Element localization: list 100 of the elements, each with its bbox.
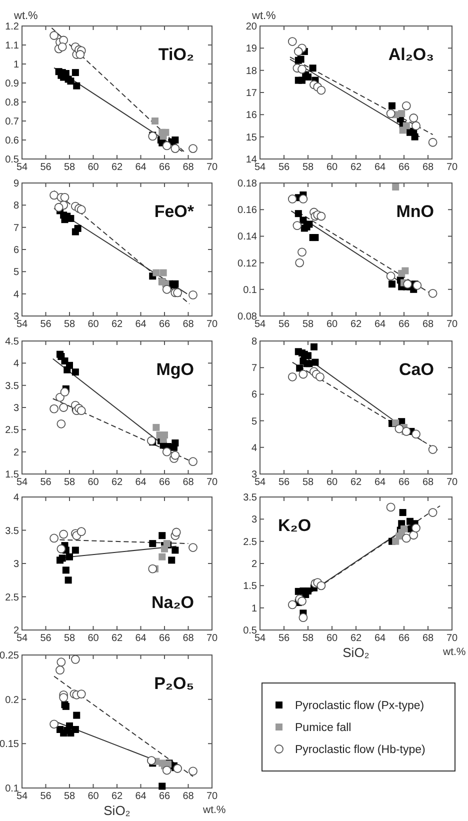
x-tick-label: 54 xyxy=(16,477,28,488)
x-tick-label: 66 xyxy=(158,477,170,488)
text: CaO xyxy=(399,360,434,379)
x-tick-label: 54 xyxy=(254,319,266,330)
x-tick-label: 62 xyxy=(350,477,362,488)
y-tick-label: 7 xyxy=(13,222,20,234)
y-tick-label: 4.5 xyxy=(5,336,20,348)
x-tick-label: 70 xyxy=(446,162,458,173)
x-tick-label: 64 xyxy=(135,319,147,330)
x-tick-label: 58 xyxy=(64,162,76,173)
x-tick-label: 66 xyxy=(398,633,410,644)
x-tick-label: 68 xyxy=(422,477,434,488)
y-tick-label: 0.25 xyxy=(0,650,20,662)
x-tick-label: 62 xyxy=(111,477,123,488)
x-tick-label: 70 xyxy=(206,633,218,644)
x-tick-label: 70 xyxy=(206,791,218,802)
text: wt.% xyxy=(202,804,226,816)
legend-label: Pyroclastic flow (Hb-type) xyxy=(295,744,426,756)
x-tick-label: 62 xyxy=(111,791,123,802)
x-tick-label: 62 xyxy=(350,633,362,644)
x-tick-label: 58 xyxy=(64,633,76,644)
y-tick-label: 0.16 xyxy=(238,205,258,216)
x-tick-label: 60 xyxy=(326,162,338,173)
y-tick-label: 2.5 xyxy=(243,536,258,548)
legend-label: Pumice fall xyxy=(295,722,352,734)
x-tick-label: 62 xyxy=(350,162,362,173)
y-tick-label: 0.1 xyxy=(243,284,258,296)
x-tick-label: 58 xyxy=(64,477,76,488)
y-axis-title: wt.% xyxy=(251,10,276,22)
x-tick-label: 56 xyxy=(40,477,52,488)
x-tick-label: 56 xyxy=(40,319,52,330)
y-tick-label: 0.2 xyxy=(5,694,20,706)
y-tick-label: 1 xyxy=(251,603,258,614)
x-tick-label: 64 xyxy=(135,791,147,802)
y-tick-label: 1 xyxy=(13,60,20,70)
y-tick-label: 7 xyxy=(251,363,258,374)
x-tick-label: 64 xyxy=(374,633,386,644)
x-tick-label: 56 xyxy=(40,633,52,644)
x-tick-label: 58 xyxy=(302,319,314,330)
x-tick-label: 66 xyxy=(398,477,410,488)
x-tick-label: 60 xyxy=(326,633,338,644)
x-tick-label: 58 xyxy=(302,633,314,644)
x-tick-label: 66 xyxy=(158,791,170,802)
y-tick-label: 8 xyxy=(251,336,258,348)
x-tick-label: 58 xyxy=(64,319,76,330)
x-tick-label: 60 xyxy=(326,319,338,330)
x-tick-label: 68 xyxy=(182,319,194,330)
y-tick-label: 18 xyxy=(246,66,258,77)
y-tick-label: 15 xyxy=(246,132,258,144)
x-tick-label: 60 xyxy=(88,319,100,330)
y-tick-label: 8 xyxy=(13,200,20,212)
y-tick-label: 0.8 xyxy=(5,98,20,108)
x-tick-label: 70 xyxy=(206,162,218,173)
y-tick-label: 0.18 xyxy=(238,178,258,190)
x-tick-label: 68 xyxy=(422,162,434,173)
x-tick-label: 54 xyxy=(16,791,28,802)
y-tick-label: 2 xyxy=(13,447,20,458)
x-tick-label: 54 xyxy=(16,633,28,644)
text: Na₂O xyxy=(151,593,194,612)
x-tick-label: 58 xyxy=(302,162,314,173)
y-tick-label: 3.5 xyxy=(5,380,20,392)
x-tick-label: 62 xyxy=(350,319,362,330)
x-tick-label: 54 xyxy=(16,319,28,330)
x-tick-label: 68 xyxy=(182,633,194,644)
y-tick-label: 0.14 xyxy=(238,232,258,243)
x-tick-label: 68 xyxy=(182,791,194,802)
x-tick-label: 54 xyxy=(254,477,266,488)
x-tick-label: 68 xyxy=(422,633,434,644)
x-tick-label: 68 xyxy=(182,162,194,173)
x-tick-label: 56 xyxy=(40,791,52,802)
y-tick-label: 19 xyxy=(246,44,258,55)
text: TiO₂ xyxy=(158,45,194,64)
y-tick-label: 0.15 xyxy=(0,739,20,750)
y-tick-label: 20 xyxy=(246,22,258,32)
legend-label: Pyroclastic flow (Px-type) xyxy=(295,700,424,712)
text: MgO xyxy=(156,360,194,379)
x-tick-label: 56 xyxy=(278,319,290,330)
y-tick-label: 0.6 xyxy=(5,136,20,146)
x-tick-label: 66 xyxy=(158,162,170,173)
x-tick-label: 62 xyxy=(111,319,123,330)
x-tick-label: 64 xyxy=(135,162,147,173)
y-tick-label: 1.2 xyxy=(5,22,20,32)
x-tick-label: 70 xyxy=(206,319,218,330)
y-tick-label: 6 xyxy=(251,390,258,401)
y-tick-label: 1.5 xyxy=(243,581,258,592)
y-tick-label: 5 xyxy=(13,267,20,278)
y-axis-title: wt.% xyxy=(13,10,38,22)
y-tick-label: 3.5 xyxy=(5,526,20,537)
x-tick-label: 54 xyxy=(254,633,266,644)
x-tick-label: 60 xyxy=(88,791,100,802)
y-tick-label: 0.12 xyxy=(238,258,258,270)
y-tick-label: 16 xyxy=(246,110,258,122)
y-tick-label: 3 xyxy=(13,403,20,414)
x-tick-label: 66 xyxy=(398,319,410,330)
y-tick-label: 0.9 xyxy=(5,78,20,90)
text: MnO xyxy=(396,202,434,221)
y-tick-label: 9 xyxy=(13,178,20,190)
x-tick-label: 68 xyxy=(182,477,194,488)
y-tick-label: 4 xyxy=(13,492,20,504)
x-tick-label: 64 xyxy=(135,477,147,488)
